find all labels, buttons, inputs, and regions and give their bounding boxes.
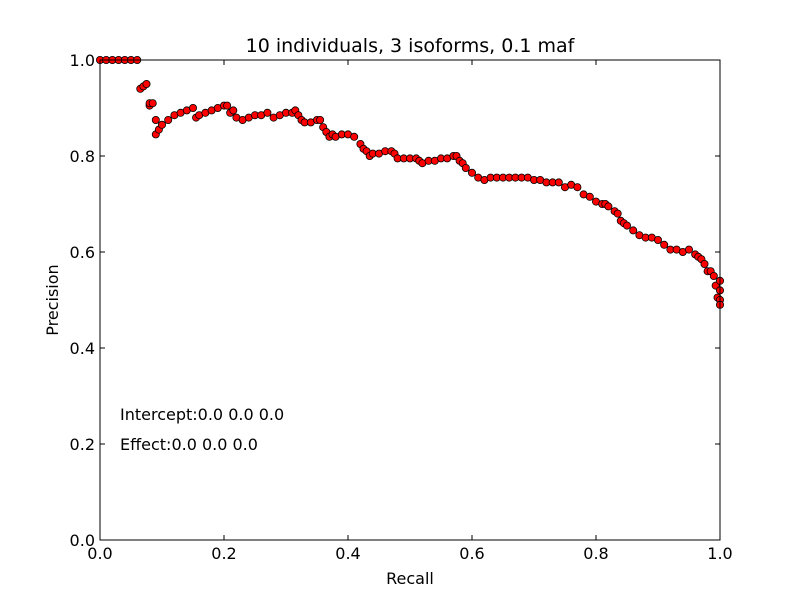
x-tick-label: 0.4 [335,544,360,563]
data-point [573,183,582,192]
data-point [623,221,632,230]
effect-annotation: Effect:0.0 0.0 0.0 [120,435,258,454]
data-point [654,235,663,244]
data-point [700,259,709,268]
x-tick-label: 0.6 [459,544,484,563]
data-point [350,132,359,141]
data-point [263,108,272,117]
y-tick-label: 0.8 [70,147,95,166]
y-tick-label: 0.0 [70,531,95,550]
data-point [148,99,157,108]
data-point [316,116,325,125]
axis-ticks: 0.0 0.2 0.4 0.6 0.8 1.0 0.0 0.2 0.4 0.6 0.8 1.0 [70,51,733,563]
y-tick-label: 1.0 [70,51,95,70]
y-tick-label: 0.2 [70,435,95,454]
data-point [585,192,594,201]
data-point [164,116,173,125]
y-axis-label: Precision [43,264,62,335]
data-points [96,56,725,309]
chart-title: 10 individuals, 3 isoforms, 0.1 maf [246,35,576,57]
data-point [613,209,622,218]
x-tick-label: 0.2 [211,544,236,563]
data-point [685,245,694,254]
data-point [467,168,476,177]
intercept-annotation: Intercept:0.0 0.0 0.0 [120,405,284,424]
data-point [223,101,232,110]
data-point [709,271,718,280]
data-point [629,226,638,235]
y-tick-label: 0.6 [70,243,95,262]
data-point [604,202,613,211]
x-tick-label: 1.0 [707,544,732,563]
data-point [151,116,160,125]
data-point [554,178,563,187]
data-point [188,104,197,113]
data-point [229,106,238,115]
data-point [660,240,669,249]
x-tick-label: 0.8 [583,544,608,563]
plot-frame [99,59,721,541]
data-point [142,80,151,89]
x-axis-label: Recall [386,569,434,588]
y-tick-label: 0.4 [70,339,95,358]
data-point [461,163,470,172]
plot-area [100,60,720,540]
x-tick-label: 0.0 [87,544,112,563]
data-point [157,120,166,129]
